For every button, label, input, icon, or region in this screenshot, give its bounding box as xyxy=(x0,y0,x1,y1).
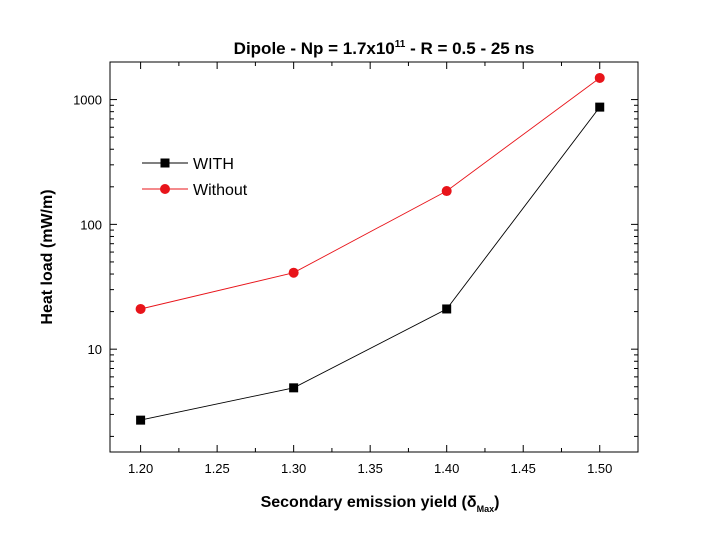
legend-label-without: Without xyxy=(193,182,248,199)
y-tick-label: 100 xyxy=(80,217,102,232)
y-tick-label: 10 xyxy=(88,342,102,357)
x-tick-label: 1.45 xyxy=(511,461,536,476)
x-tick-label: 1.50 xyxy=(587,461,612,476)
x-tick-label: 1.20 xyxy=(128,461,153,476)
series-markers xyxy=(135,72,605,425)
legend-marker-with xyxy=(160,158,170,168)
series-line-without xyxy=(140,77,600,310)
data-point-with xyxy=(136,415,146,425)
data-point-without xyxy=(135,303,146,314)
legend-label-with: WITH xyxy=(193,156,234,173)
x-tick-label: 1.25 xyxy=(204,461,229,476)
x-axis-label: Secondary emission yield (δMax) xyxy=(261,494,500,514)
data-point-without xyxy=(288,267,299,278)
chart-title: Dipole - Np = 1.7x1011 - R = 0.5 - 25 ns xyxy=(234,39,535,58)
data-point-with xyxy=(289,383,299,393)
y-axis-label: Heat load (mW/m) xyxy=(39,189,56,324)
data-point-with xyxy=(442,304,452,314)
data-point-without xyxy=(441,186,452,197)
series-lines xyxy=(140,77,601,421)
axis-ticks: 1.20 1.25 1.30 1.35 1.40 1.45 1.50 10 100 1000 xyxy=(73,61,638,476)
legend: WITH Without xyxy=(142,156,248,199)
data-point-without xyxy=(594,72,605,83)
x-tick-label: 1.30 xyxy=(281,461,306,476)
plot-frame xyxy=(109,61,639,453)
x-tick-label: 1.35 xyxy=(358,461,383,476)
legend-marker-without xyxy=(160,184,170,194)
y-tick-label: 1000 xyxy=(73,93,102,108)
x-tick-label: 1.40 xyxy=(434,461,459,476)
series-line-with xyxy=(140,106,601,421)
data-point-with xyxy=(595,102,605,112)
